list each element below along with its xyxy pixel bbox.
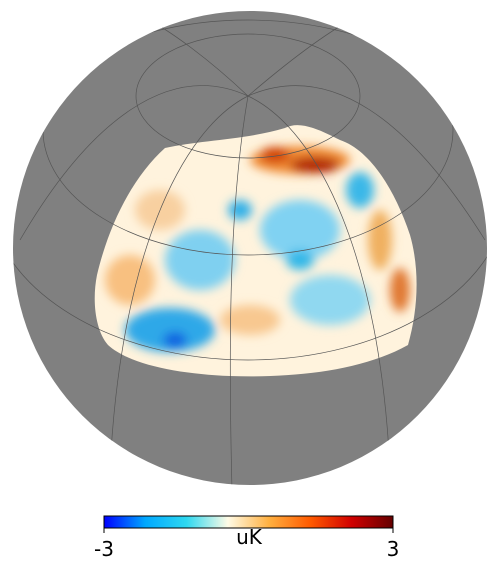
colorbar-label: uK [236,525,263,549]
colorbar-tick-label: -3 [94,537,114,561]
sky-map [94,125,417,377]
colorbar [103,515,394,529]
colorbar-tick-label: 3 [387,537,400,561]
